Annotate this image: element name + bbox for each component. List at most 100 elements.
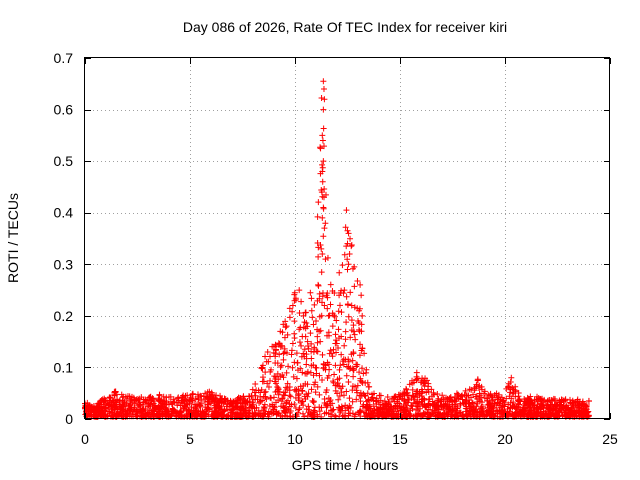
roti-spike-point [310, 348, 317, 355]
roti-point [285, 363, 292, 370]
roti-point [353, 361, 360, 368]
roti-point [462, 387, 469, 394]
roti-point [339, 383, 346, 390]
roti-point [425, 402, 432, 409]
roti-point [440, 401, 447, 408]
roti-point [105, 402, 112, 409]
roti-point [237, 399, 244, 406]
roti-point [349, 265, 356, 272]
roti-point [349, 383, 356, 390]
roti-point [146, 407, 153, 414]
roti-point [308, 386, 315, 393]
roti-point [318, 95, 325, 102]
roti-point [203, 406, 210, 413]
roti-point [302, 325, 309, 332]
roti-point [414, 407, 421, 414]
roti-point [304, 368, 311, 375]
roti-point [333, 337, 340, 344]
roti-point [255, 387, 262, 394]
roti-point [303, 406, 310, 413]
roti-point [579, 408, 586, 415]
roti-point [409, 386, 416, 393]
roti-point [280, 356, 287, 363]
roti-spike-point [308, 307, 315, 314]
roti-spike-point [317, 338, 324, 345]
roti-point [296, 394, 303, 401]
roti-point [366, 383, 373, 390]
roti-point [455, 395, 462, 402]
roti-point [583, 404, 590, 411]
roti-spike-point [355, 318, 361, 325]
roti-point [362, 380, 369, 387]
roti-point [327, 281, 334, 288]
roti-point [359, 365, 366, 372]
roti-point [510, 389, 517, 396]
roti-point [353, 396, 360, 403]
roti-point [163, 407, 170, 414]
roti-point [485, 401, 492, 408]
roti-spike-point [348, 302, 355, 309]
roti-point [317, 145, 324, 152]
roti-point [348, 243, 355, 250]
x-tick-label: 20 [497, 431, 513, 447]
roti-point [307, 289, 314, 296]
roti-point [515, 393, 522, 400]
roti-point [321, 186, 328, 193]
roti-point [435, 395, 442, 402]
roti-point [343, 372, 350, 379]
roti-point [314, 339, 321, 346]
roti-point [456, 409, 463, 416]
roti-point [237, 406, 244, 413]
roti-point [299, 387, 306, 394]
roti-point [253, 404, 260, 411]
roti-point [359, 345, 366, 352]
roti-point [585, 397, 592, 404]
roti-spike-point [344, 240, 351, 247]
roti-spike-point [313, 318, 319, 325]
roti-point [233, 404, 240, 411]
roti-spike-point [321, 302, 328, 309]
roti-point [352, 336, 359, 343]
roti-point [339, 358, 346, 365]
roti-point [125, 403, 132, 410]
roti-point [418, 390, 425, 397]
roti-point [477, 405, 484, 412]
roti-point [349, 398, 356, 405]
roti-point [195, 395, 202, 402]
roti-point [181, 405, 188, 412]
roti-point [287, 407, 294, 414]
roti-point [295, 390, 302, 397]
roti-point [240, 396, 247, 403]
roti-point [449, 407, 456, 414]
roti-point [537, 408, 544, 415]
roti-spike-point [319, 214, 326, 221]
roti-point [332, 331, 339, 338]
roti-point [249, 386, 256, 393]
roti-point [336, 406, 343, 413]
roti-point [409, 392, 416, 399]
roti-spike-point [300, 312, 307, 319]
roti-spike-point [474, 377, 481, 384]
roti-point [243, 408, 250, 415]
roti-point [576, 398, 583, 405]
roti-point [332, 340, 339, 347]
roti-spike-point [344, 227, 351, 234]
roti-point [234, 395, 241, 402]
roti-point [265, 384, 272, 391]
roti-point [269, 403, 276, 410]
roti-point [496, 402, 503, 409]
roti-spike-point [319, 132, 326, 139]
roti-point [87, 408, 94, 415]
roti-point [347, 334, 354, 341]
roti-point [296, 339, 303, 346]
roti-point [564, 412, 571, 419]
roti-point [223, 403, 230, 410]
roti-point [480, 390, 487, 397]
roti-point [483, 412, 490, 419]
roti-spike-point [318, 189, 325, 196]
roti-point [544, 398, 551, 405]
roti-point [331, 412, 338, 419]
roti-point [350, 349, 357, 356]
roti-point [357, 398, 364, 405]
roti-point [376, 392, 383, 399]
